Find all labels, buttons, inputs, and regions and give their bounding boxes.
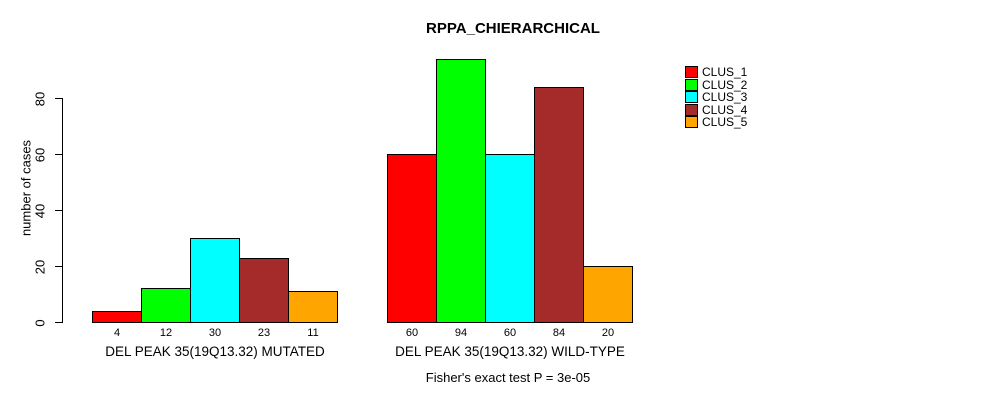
- legend-swatch: [685, 103, 698, 116]
- legend-label: CLUS_5: [702, 115, 748, 130]
- legend-swatch: [685, 91, 698, 104]
- bar-value-label: 60: [503, 327, 517, 339]
- y-tick-label: 0: [32, 318, 48, 327]
- category-label: DEL PEAK 35(19Q13.32) WILD-TYPE: [395, 344, 625, 359]
- legend-label: CLUS_4: [702, 102, 748, 117]
- legend-label: CLUS_3: [702, 90, 748, 105]
- bar: [534, 87, 584, 323]
- bar-value-label: 30: [208, 327, 222, 339]
- y-tick: [55, 266, 62, 267]
- bar-value-label: 20: [601, 327, 615, 339]
- legend-swatch: [685, 116, 698, 129]
- legend-label: CLUS_1: [702, 65, 748, 79]
- y-tick: [55, 210, 62, 211]
- category-label: DEL PEAK 35(19Q13.32) MUTATED: [105, 344, 325, 359]
- bar: [190, 238, 240, 323]
- bar: [387, 154, 437, 323]
- y-axis-label: number of cases: [18, 139, 34, 237]
- legend-swatch: [685, 66, 698, 78]
- bar: [288, 291, 338, 323]
- y-tick-label: 20: [32, 259, 48, 274]
- bar: [436, 59, 486, 323]
- bar-value-label: 84: [552, 327, 566, 339]
- y-tick: [55, 98, 62, 99]
- y-tick: [55, 322, 62, 323]
- y-tick: [55, 154, 62, 155]
- bar: [239, 258, 289, 323]
- y-axis-line: [62, 98, 63, 323]
- y-tick-label: 60: [32, 147, 48, 162]
- bar-value-label: 11: [307, 327, 319, 339]
- bar-value-label: 12: [159, 327, 173, 339]
- y-tick-label: 80: [32, 91, 48, 106]
- bar-value-label: 94: [454, 327, 468, 339]
- bar: [485, 154, 535, 323]
- fisher-test-annotation: Fisher's exact test P = 3e-05: [425, 370, 591, 385]
- bar: [141, 288, 191, 323]
- bar-value-label: 4: [113, 327, 121, 339]
- legend-swatch: [685, 78, 698, 91]
- bar-value-label: 60: [405, 327, 419, 339]
- bar: [583, 266, 633, 323]
- legend-label: CLUS_2: [702, 77, 748, 92]
- chart-title: RPPA_CHIERARCHICAL: [426, 20, 600, 37]
- y-tick-label: 40: [32, 203, 48, 218]
- bar: [92, 311, 142, 323]
- bar-value-label: 23: [257, 327, 271, 339]
